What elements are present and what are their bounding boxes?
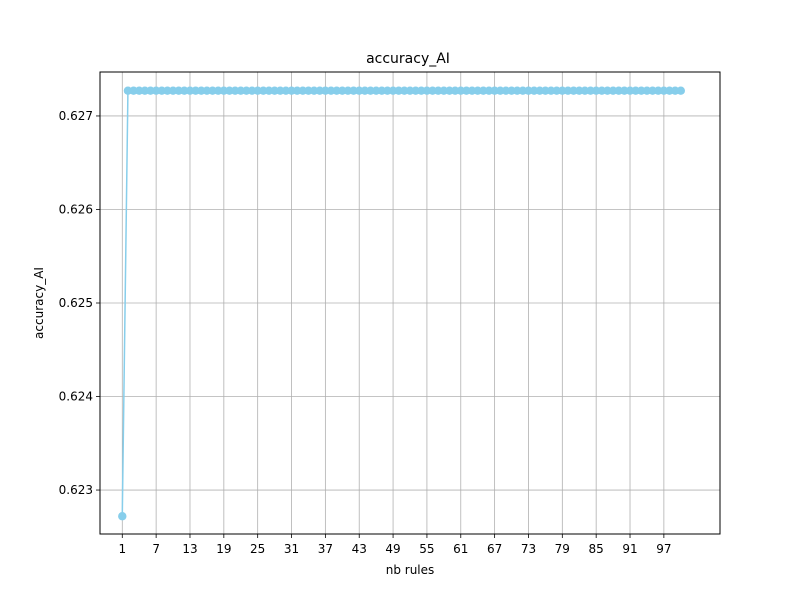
x-axis-ticks: 1 7 13 19 25 31 37 43 49 55 61 67 73 79 85 91 97: [118, 534, 672, 556]
x-tick-label: 91: [622, 542, 637, 556]
x-tick-label: 25: [250, 542, 265, 556]
x-axis-label: nb rules: [386, 563, 435, 577]
x-tick-label: 19: [216, 542, 231, 556]
x-tick-label: 55: [419, 542, 434, 556]
chart-title: accuracy_AI: [366, 51, 450, 67]
x-tick-label: 37: [318, 542, 333, 556]
x-tick-label: 7: [152, 542, 160, 556]
series-line: [121, 89, 681, 517]
data-point: [118, 512, 127, 521]
y-tick-label: 0.624: [59, 390, 93, 404]
x-tick-label: 61: [453, 542, 468, 556]
x-tick-label: 31: [284, 542, 299, 556]
y-axis-ticks: 0.623 0.624 0.625 0.626 0.627: [59, 109, 100, 497]
x-tick-label: 67: [487, 542, 502, 556]
series-layer: [118, 86, 685, 521]
y-tick-label: 0.625: [59, 296, 93, 310]
y-tick-label: 0.627: [59, 109, 93, 123]
x-tick-label: 85: [589, 542, 604, 556]
y-tick-label: 0.626: [59, 202, 93, 216]
x-tick-label: 49: [385, 542, 400, 556]
x-tick-label: 73: [521, 542, 536, 556]
x-tick-label: 1: [118, 542, 126, 556]
x-tick-label: 43: [352, 542, 367, 556]
x-tick-label: 79: [555, 542, 570, 556]
data-point: [676, 86, 685, 95]
grid: [100, 72, 720, 534]
x-tick-label: 97: [656, 542, 671, 556]
y-tick-label: 0.623: [59, 483, 93, 497]
x-tick-label: 13: [182, 542, 197, 556]
y-axis-label: accuracy_AI: [32, 267, 46, 339]
